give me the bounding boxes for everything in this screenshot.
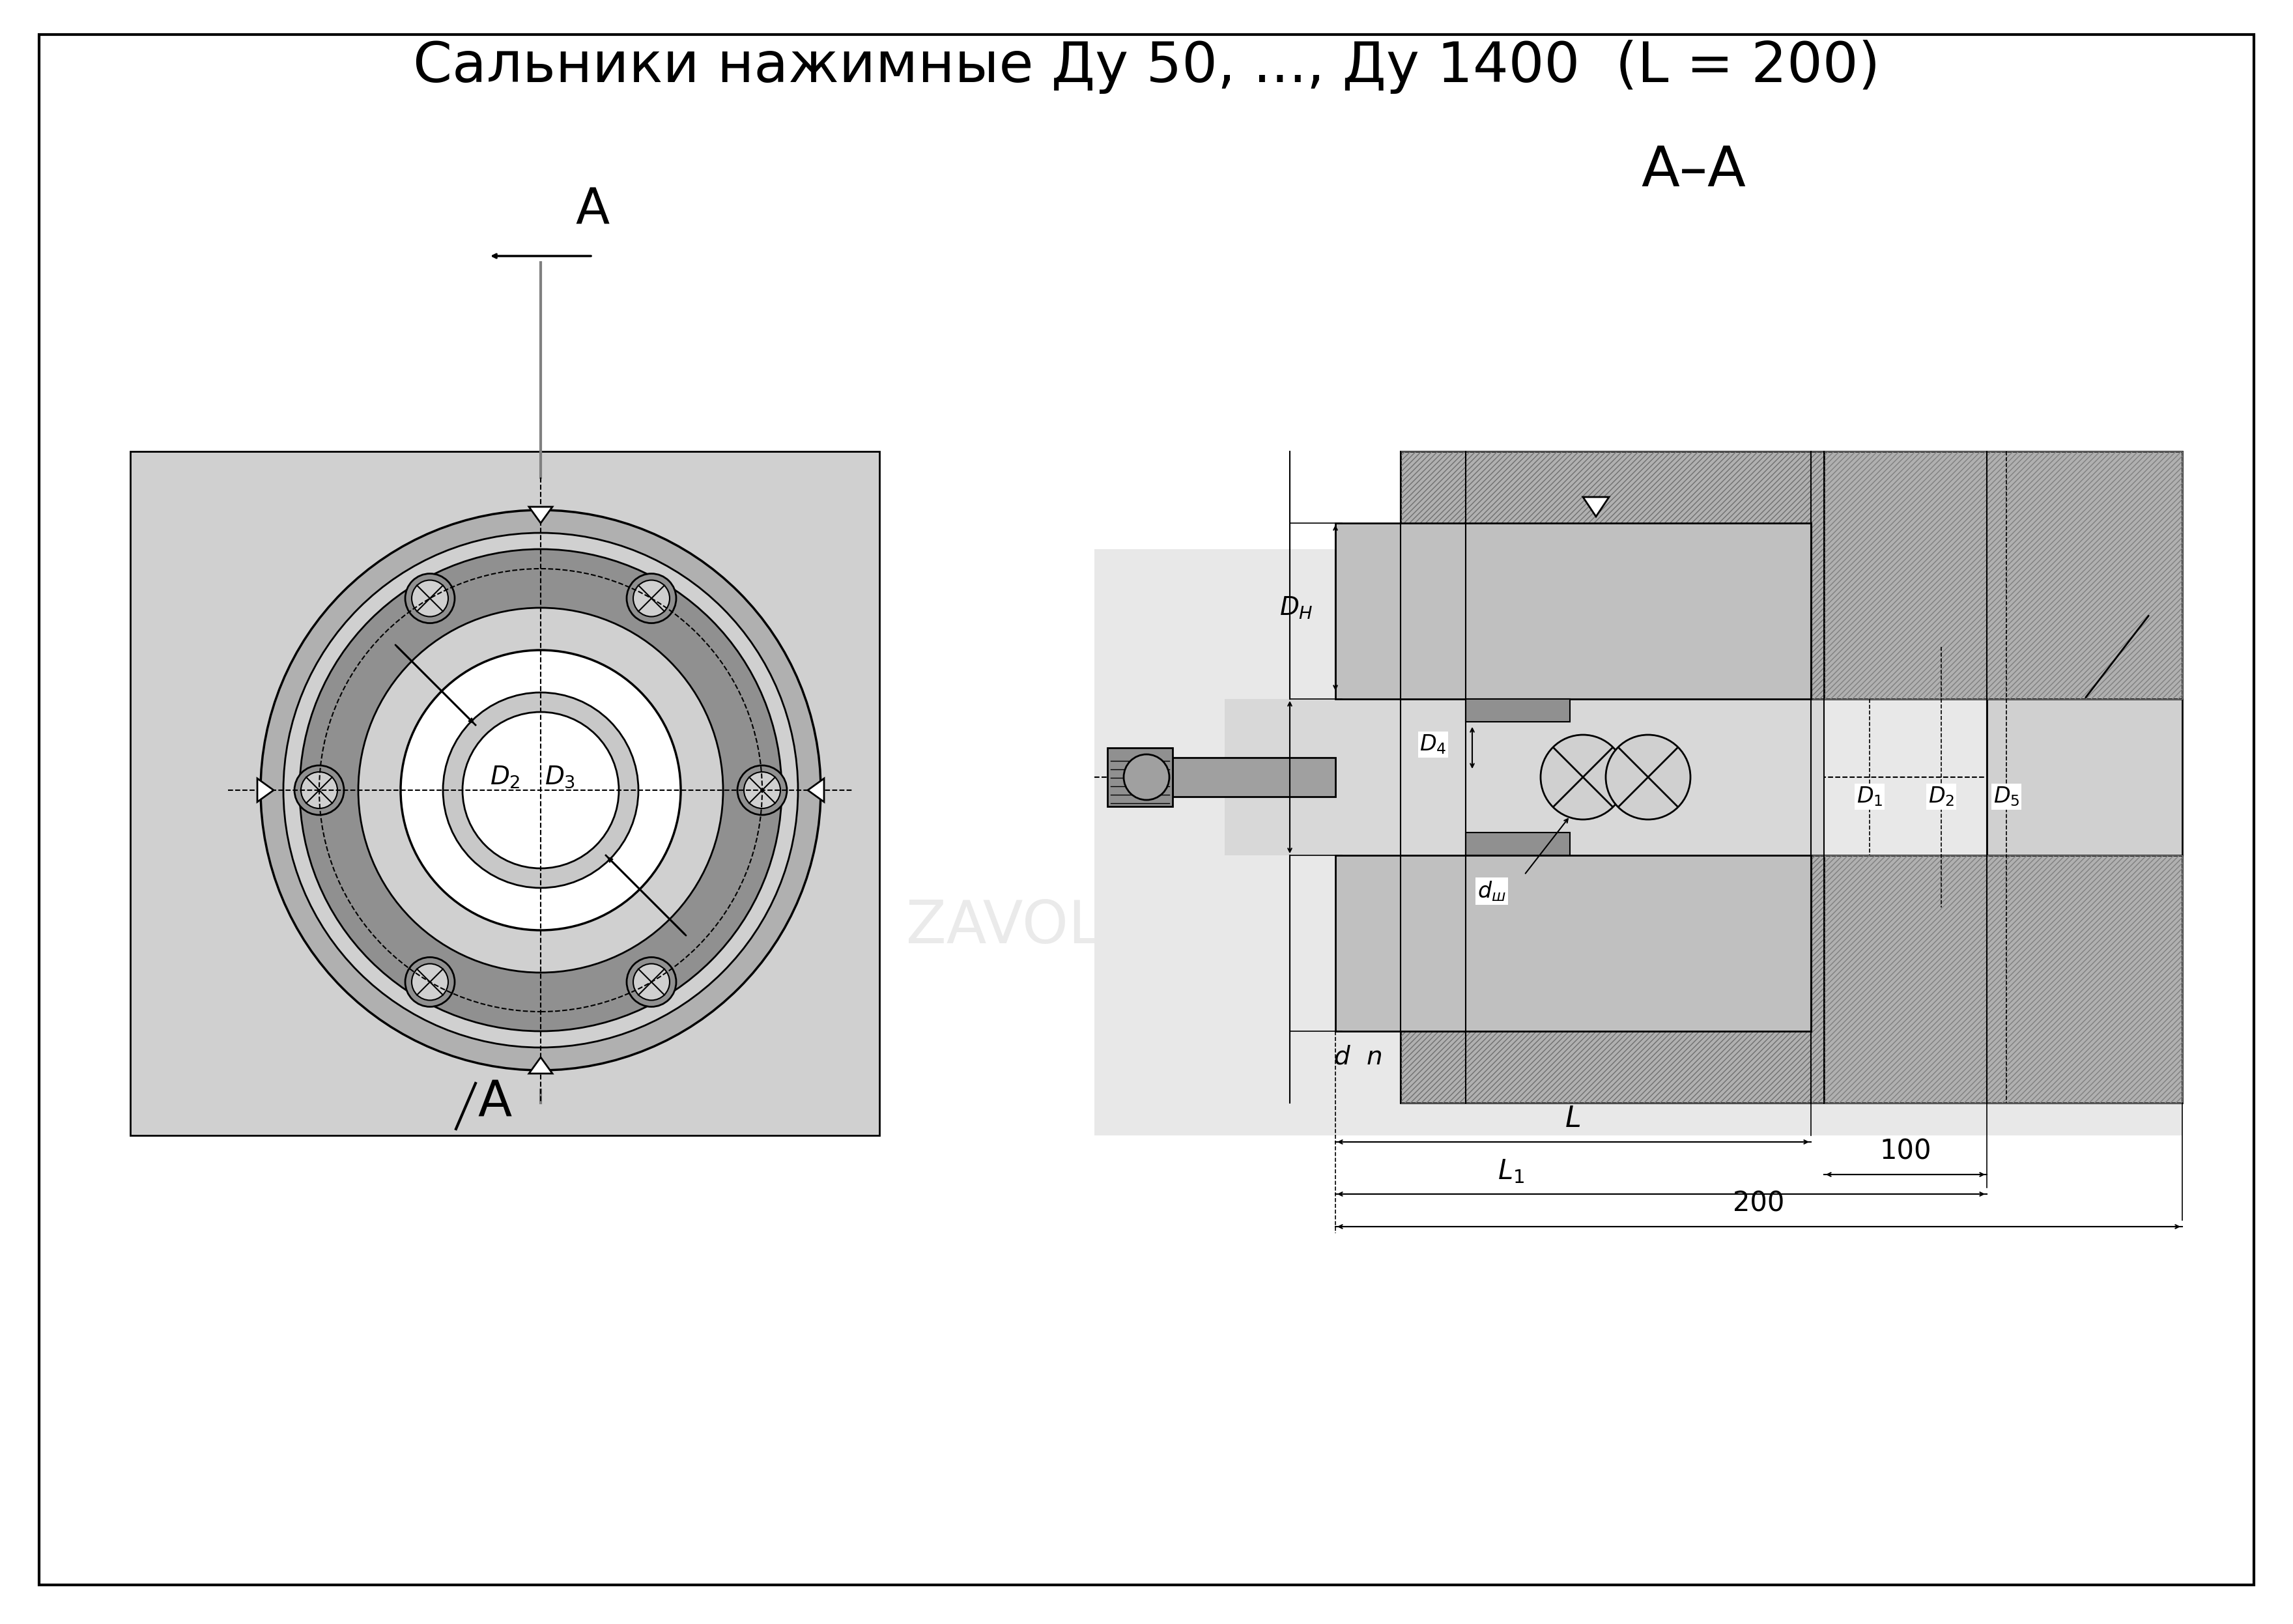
Circle shape xyxy=(406,573,454,624)
Polygon shape xyxy=(1582,497,1610,516)
Circle shape xyxy=(261,510,821,1070)
Text: $D_H$: $D_H$ xyxy=(1279,594,1314,620)
Text: $D_3$: $D_3$ xyxy=(546,765,576,789)
Text: d: d xyxy=(1335,1044,1351,1070)
Circle shape xyxy=(443,692,637,888)
Circle shape xyxy=(743,771,780,809)
Circle shape xyxy=(1605,734,1690,820)
Polygon shape xyxy=(530,507,553,523)
Text: $D_1$: $D_1$ xyxy=(1857,786,1883,809)
Text: А–А: А–А xyxy=(1642,145,1745,198)
Bar xyxy=(1465,833,1571,856)
Circle shape xyxy=(358,607,722,973)
Text: L: L xyxy=(1566,1106,1582,1134)
Circle shape xyxy=(413,963,447,1000)
Bar xyxy=(1224,698,1823,856)
Bar xyxy=(1401,856,1823,1103)
Text: $D_4$: $D_4$ xyxy=(1419,734,1447,755)
Circle shape xyxy=(1541,734,1626,820)
Bar xyxy=(1094,549,2183,1135)
Bar xyxy=(1401,451,1823,698)
Text: $d_{ш}$: $d_{ш}$ xyxy=(1477,880,1507,903)
Polygon shape xyxy=(257,778,273,802)
Circle shape xyxy=(413,580,447,617)
Bar xyxy=(1465,698,1571,721)
Bar xyxy=(1401,451,1823,698)
Circle shape xyxy=(463,711,619,869)
Circle shape xyxy=(300,549,782,1031)
Circle shape xyxy=(406,957,454,1007)
Bar xyxy=(1172,758,1335,797)
Polygon shape xyxy=(807,778,823,802)
Circle shape xyxy=(1124,755,1169,801)
Text: 200: 200 xyxy=(1734,1190,1784,1218)
Circle shape xyxy=(738,765,786,815)
Bar xyxy=(1335,856,1811,1031)
Circle shape xyxy=(626,573,676,624)
Bar xyxy=(1823,451,2183,698)
Text: Сальники нажимные Ду 50, ..., Ду 1400  (L = 200): Сальники нажимные Ду 50, ..., Ду 1400 (L… xyxy=(413,41,1880,94)
Text: ZAVOLSZ: ZAVOLSZ xyxy=(906,898,1179,955)
Circle shape xyxy=(401,650,681,931)
Bar xyxy=(1108,747,1172,807)
Bar xyxy=(1823,856,2183,1103)
Circle shape xyxy=(294,765,344,815)
Bar xyxy=(1823,856,2183,1103)
Text: n: n xyxy=(1367,1044,1383,1070)
Circle shape xyxy=(633,580,670,617)
Text: А: А xyxy=(576,187,610,234)
Bar xyxy=(1401,856,1823,1103)
Circle shape xyxy=(633,963,670,1000)
Text: 100: 100 xyxy=(1880,1138,1931,1166)
Bar xyxy=(131,451,881,1135)
Circle shape xyxy=(626,957,676,1007)
Text: $D_2$: $D_2$ xyxy=(1928,786,1954,809)
Bar xyxy=(1823,451,2183,698)
Text: $D_5$: $D_5$ xyxy=(1993,786,2020,809)
Bar xyxy=(1335,523,1811,698)
Circle shape xyxy=(300,771,337,809)
Text: А: А xyxy=(477,1078,511,1127)
Bar xyxy=(1986,698,2183,856)
Polygon shape xyxy=(530,1057,553,1073)
Circle shape xyxy=(284,533,798,1047)
Text: $L_1$: $L_1$ xyxy=(1497,1158,1525,1186)
Text: $D_2$: $D_2$ xyxy=(491,765,521,789)
